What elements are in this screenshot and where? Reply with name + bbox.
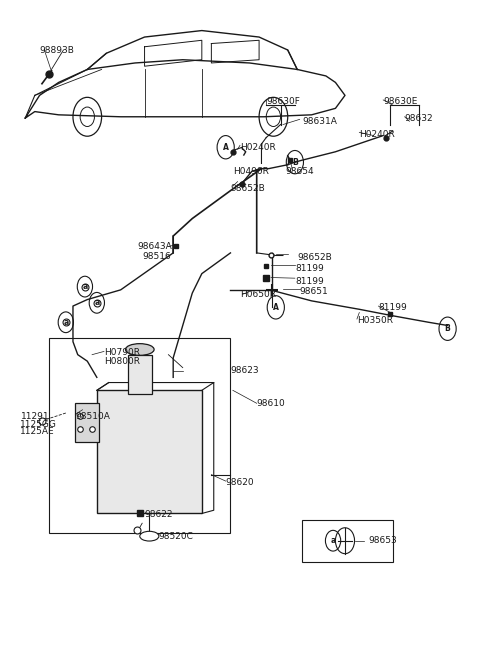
Text: 1125GG: 1125GG <box>20 419 56 428</box>
Text: A: A <box>223 143 228 152</box>
Text: 98632: 98632 <box>405 113 433 122</box>
Text: B: B <box>444 324 450 333</box>
Text: 81199: 81199 <box>295 277 324 286</box>
Text: a: a <box>82 282 87 291</box>
FancyBboxPatch shape <box>128 355 152 394</box>
Text: 98652B: 98652B <box>230 184 265 193</box>
Ellipse shape <box>125 344 154 355</box>
Text: 98654: 98654 <box>285 167 314 176</box>
Text: 1125AE: 1125AE <box>20 427 54 436</box>
Text: 98516: 98516 <box>142 252 171 260</box>
Text: 98610: 98610 <box>257 399 286 408</box>
Text: 98630F: 98630F <box>266 98 300 106</box>
Text: H0650R: H0650R <box>240 290 276 299</box>
Text: 98620: 98620 <box>226 478 254 487</box>
Text: B: B <box>292 158 298 167</box>
Text: 98631A: 98631A <box>302 117 337 126</box>
Text: A: A <box>273 303 279 312</box>
Text: 98622: 98622 <box>144 510 173 519</box>
Text: a: a <box>94 298 99 307</box>
Text: 98653: 98653 <box>369 536 397 545</box>
Text: 81199: 81199 <box>295 264 324 273</box>
FancyBboxPatch shape <box>97 391 202 514</box>
FancyBboxPatch shape <box>75 403 99 442</box>
Text: 98651: 98651 <box>300 286 328 296</box>
Text: a: a <box>330 536 336 545</box>
Text: 11291: 11291 <box>22 411 50 421</box>
Text: 98623: 98623 <box>230 367 259 376</box>
Text: a: a <box>63 318 69 327</box>
Text: 98630E: 98630E <box>383 98 418 106</box>
Text: H0240R: H0240R <box>360 130 395 139</box>
Text: H0800R: H0800R <box>104 357 140 367</box>
Text: 98893B: 98893B <box>39 46 74 55</box>
Ellipse shape <box>140 531 159 541</box>
Text: 98643A: 98643A <box>137 242 172 251</box>
Text: H0790R: H0790R <box>104 348 140 357</box>
Text: 98520C: 98520C <box>159 532 194 541</box>
Text: 98510A: 98510A <box>75 411 110 421</box>
Text: H0350R: H0350R <box>357 316 393 325</box>
Text: 81199: 81199 <box>378 303 407 312</box>
Text: H0240R: H0240R <box>240 143 276 152</box>
Text: 98652B: 98652B <box>297 253 332 262</box>
Text: H0490R: H0490R <box>233 167 269 176</box>
